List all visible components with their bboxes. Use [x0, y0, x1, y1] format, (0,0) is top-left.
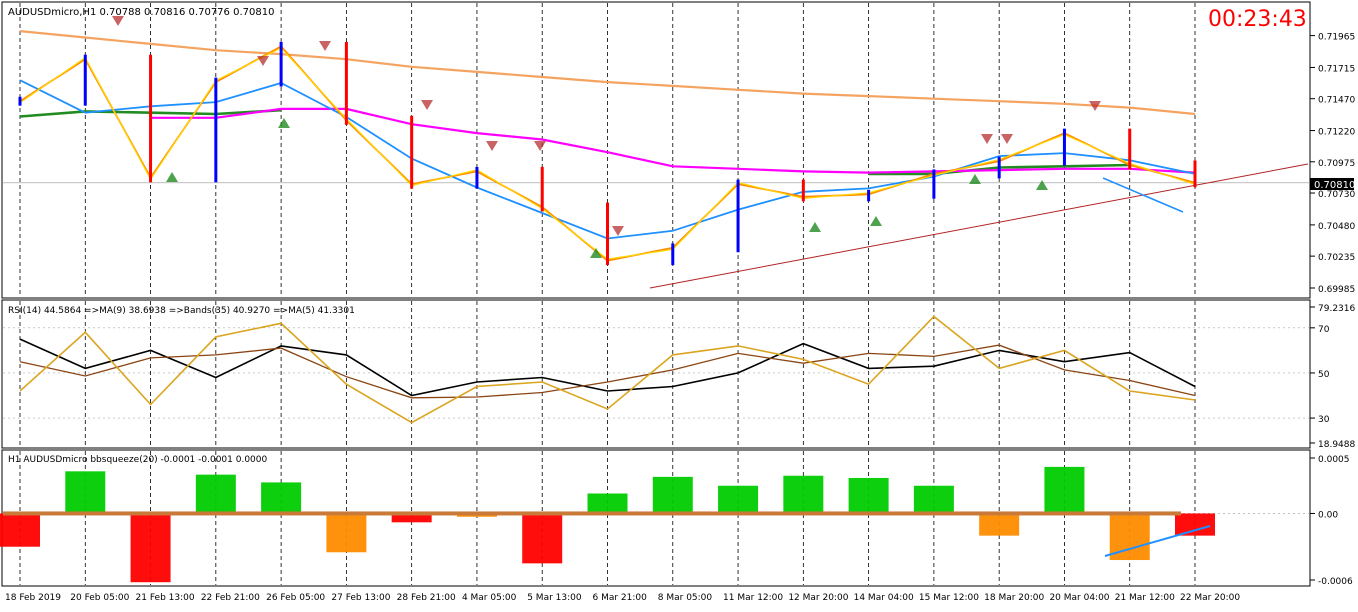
- series-ma_long: [19, 30, 1196, 116]
- time-label: 12 Mar 20:00: [788, 593, 848, 603]
- symbol-header: AUDUSDmicro,H1 0.70788 0.70816 0.70776 0…: [8, 7, 274, 18]
- time-label: 28 Feb 21:00: [397, 593, 456, 603]
- squeeze-bar: [718, 485, 759, 514]
- buy-arrow-icon: [809, 222, 821, 232]
- time-label: 18 Feb 2019: [5, 593, 61, 603]
- squeeze-baseline: [3, 511, 1181, 516]
- buy-arrow-icon: [166, 172, 178, 182]
- price-axis: 0.71965 0.71715 0.71470 0.71220 0.70975 0.707…: [1310, 33, 1355, 295]
- squeeze-bar: [979, 513, 1020, 536]
- price-markers: [112, 16, 1101, 258]
- price-tick-label: 0.71715: [1318, 64, 1355, 74]
- squeeze-bar: [65, 471, 106, 514]
- sell-arrow-icon: [112, 16, 124, 26]
- squeeze-bar: [1044, 466, 1085, 514]
- buy-arrow-icon: [969, 174, 981, 184]
- squeeze-bar: [522, 513, 563, 564]
- squeeze-bar: [261, 482, 302, 514]
- squeeze-tick-label: -0.0006: [1318, 577, 1353, 587]
- time-label: 18 Mar 20:00: [984, 593, 1044, 603]
- rsi-lines: [19, 315, 1196, 424]
- time-label: 20 Feb 05:00: [70, 593, 129, 603]
- price-tick-label: 0.71965: [1318, 33, 1355, 43]
- trendline-short: [1102, 177, 1184, 213]
- time-axis: 18 Feb 2019 20 Feb 05:00 21 Feb 13:00 22 Fe…: [5, 593, 1240, 603]
- squeeze-header: H1 AUDUSDmicro bbsqueeze(20) -0.0001 -0.…: [8, 455, 268, 465]
- time-label: 8 Mar 05:00: [658, 593, 713, 603]
- sell-arrow-icon: [612, 226, 624, 236]
- rsi-tick-label: 18.9488: [1318, 440, 1355, 450]
- rsi-ma-line: [19, 344, 1196, 399]
- price-tick-label: 0.71220: [1318, 128, 1355, 138]
- price-tick-label: 0.70730: [1318, 190, 1355, 200]
- rsi-tick-label: 70: [1318, 325, 1330, 335]
- rsi-tick-label: 79.2316: [1318, 304, 1355, 314]
- squeeze-bar: [0, 513, 40, 547]
- price-panel-border: [1, 1, 1311, 299]
- sell-arrow-icon: [981, 134, 993, 144]
- time-label: 21 Feb 13:00: [136, 593, 195, 603]
- squeeze-axis: 0.0005 0.00 -0.0006: [1310, 455, 1353, 587]
- squeeze-bar: [195, 474, 236, 514]
- countdown: 00:23:43: [1208, 7, 1307, 32]
- sell-arrow-icon: [1089, 101, 1101, 111]
- squeeze-bar: [848, 477, 889, 514]
- buy-arrow-icon: [870, 216, 882, 226]
- buy-arrow-icon: [1036, 180, 1048, 190]
- time-label: 20 Mar 04:00: [1049, 593, 1109, 603]
- current-price-tag: [1310, 178, 1354, 190]
- rsi-line: [19, 315, 1196, 424]
- squeeze-bar: [1175, 513, 1215, 536]
- time-label: 6 Mar 21:00: [593, 593, 648, 603]
- buy-arrow-icon: [590, 248, 602, 258]
- squeeze-bar: [391, 513, 432, 523]
- price-tick-label: 0.70480: [1318, 222, 1355, 232]
- time-label: 26 Feb 05:00: [266, 593, 325, 603]
- time-label: 22 Feb 21:00: [201, 593, 260, 603]
- squeeze-bar: [783, 475, 824, 514]
- time-label: 27 Feb 13:00: [331, 593, 390, 603]
- time-label: 4 Mar 05:00: [462, 593, 517, 603]
- sell-arrow-icon: [421, 100, 433, 110]
- squeeze-tick-label: 0.00: [1318, 510, 1338, 520]
- squeeze-bar: [913, 485, 954, 514]
- time-label: 14 Mar 04:00: [854, 593, 914, 603]
- rsi-axis: 79.2316 70 50 30 18.9488: [1310, 304, 1355, 450]
- squeeze-bar: [130, 513, 171, 583]
- time-label: 5 Mar 13:00: [527, 593, 582, 603]
- time-label: 21 Mar 12:00: [1115, 593, 1175, 603]
- squeeze-bar: [587, 493, 628, 514]
- squeeze-bar: [326, 513, 367, 553]
- price-tick-label: 0.71470: [1318, 96, 1355, 106]
- price-tick-label: 0.69985: [1318, 285, 1355, 295]
- buy-arrow-icon: [278, 118, 290, 128]
- rsi-grid: [3, 301, 1309, 447]
- current-price-value: 0.70810: [1314, 180, 1355, 191]
- time-label: 11 Mar 12:00: [723, 593, 783, 603]
- trendline: [649, 163, 1309, 289]
- sell-arrow-icon: [257, 56, 269, 66]
- time-label: 22 Mar 20:00: [1180, 593, 1240, 603]
- price-lines: [18, 30, 1309, 289]
- sell-arrow-icon: [486, 141, 498, 151]
- price-tick-label: 0.70235: [1318, 253, 1355, 263]
- rsi-tick-label: 30: [1318, 415, 1330, 425]
- sell-arrow-icon: [1001, 134, 1013, 144]
- rsi-header: RSI(14) 44.5864 =>MA(9) 38.6938 =>Bands(…: [8, 306, 355, 316]
- rsi-bands-line: [19, 338, 1196, 397]
- squeeze-bars: [0, 466, 1215, 583]
- squeeze-trendline: [1104, 525, 1211, 557]
- squeeze-bar: [652, 476, 693, 514]
- squeeze-tick-label: 0.0005: [1318, 455, 1350, 465]
- price-tick-label: 0.70975: [1318, 159, 1355, 169]
- rsi-tick-label: 50: [1318, 370, 1330, 380]
- series-ma_magenta: [150, 107, 1196, 174]
- sell-arrow-icon: [319, 41, 331, 51]
- time-label: 15 Mar 12:00: [919, 593, 979, 603]
- sell-arrow-icon: [534, 141, 546, 151]
- rsi-panel-border: [1, 299, 1311, 449]
